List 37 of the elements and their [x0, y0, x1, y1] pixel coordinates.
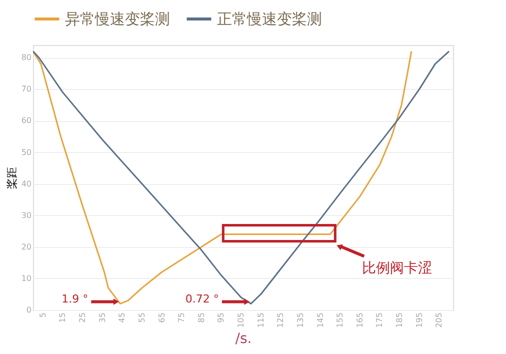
x-tick-label: 45 — [118, 312, 127, 323]
x-tick-label: 95 — [216, 312, 226, 323]
y-tick-label: 30 — [21, 210, 32, 220]
legend-label: 正常慢速变桨测 — [217, 10, 322, 28]
y-tick-label: 70 — [21, 84, 32, 94]
y-tick-label: 80 — [21, 53, 32, 62]
x-tick-label: 75 — [177, 312, 186, 323]
x-tick-label: 195 — [414, 312, 424, 328]
y-tick-label: 10 — [21, 274, 32, 283]
x-tick-label: 35 — [98, 312, 107, 323]
x-tick-label: 175 — [375, 312, 384, 328]
x-tick-label: 15 — [58, 312, 68, 323]
x-axis-title: /s. — [235, 330, 252, 347]
annotation: 0.72 ° — [185, 292, 219, 306]
annotation: 1.9 ° — [62, 292, 88, 306]
y-axis-title: 桨距 — [5, 167, 18, 189]
y-tick-label: 60 — [21, 116, 32, 126]
x-tick-label: 135 — [296, 312, 305, 328]
y-tick-label: 40 — [21, 179, 32, 188]
x-tick-label: 55 — [137, 312, 146, 323]
x-tick-label: 115 — [256, 312, 266, 328]
x-tick-label: 25 — [78, 312, 88, 323]
x-tick-label: 85 — [196, 312, 206, 323]
x-tick-label: 185 — [395, 312, 404, 328]
x-tick-label: 125 — [276, 312, 286, 328]
y-tick-label: 50 — [21, 148, 32, 157]
x-tick-label: 145 — [316, 312, 325, 328]
y-tick-label: 0 — [26, 306, 32, 314]
x-tick-label: 5 — [38, 312, 48, 318]
x-tick-label: 165 — [355, 312, 364, 328]
x-tick-label: 155 — [336, 312, 345, 328]
x-tick-label: 105 — [236, 312, 246, 328]
x-tick-label: 65 — [157, 312, 166, 323]
y-tick-label: 20 — [21, 242, 32, 252]
legend-label: 异常慢速变桨测 — [65, 10, 170, 28]
x-tick-label: 205 — [434, 312, 444, 328]
annotation: 比例阀卡涩 — [362, 260, 432, 276]
